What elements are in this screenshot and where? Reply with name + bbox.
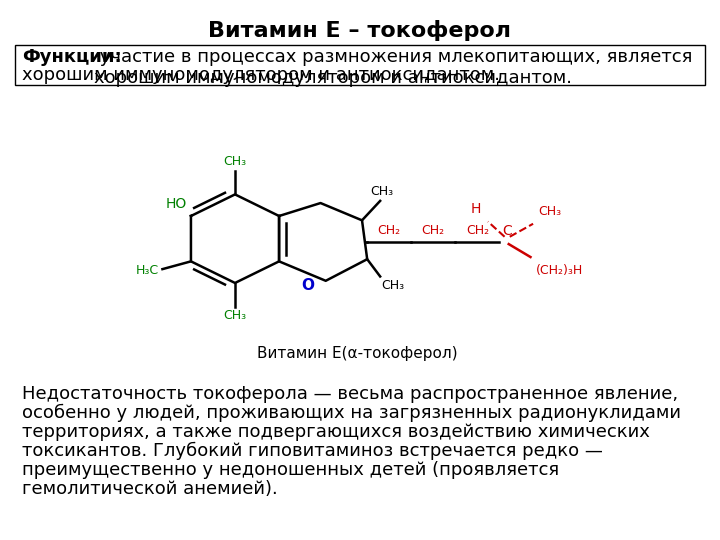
Text: преимущественно у недоношенных детей (проявляется: преимущественно у недоношенных детей (пр…: [22, 461, 559, 479]
Text: территориях, а также подвергающихся воздействию химических: территориях, а также подвергающихся возд…: [22, 423, 650, 441]
FancyBboxPatch shape: [15, 45, 705, 85]
Text: CH₂: CH₂: [422, 224, 445, 237]
Text: Витамин Е(α-токоферол): Витамин Е(α-токоферол): [256, 346, 457, 361]
Text: O: O: [301, 278, 314, 293]
Text: (CH₂)₃H: (CH₂)₃H: [536, 264, 583, 276]
Text: HO: HO: [166, 197, 186, 211]
Text: участие в процессах размножения млекопитающих, является хорошим иммуномодуляторо: участие в процессах размножения млекопит…: [94, 48, 693, 87]
Text: CH₃: CH₃: [382, 279, 405, 292]
Text: CH₃: CH₃: [223, 156, 246, 168]
Text: C: C: [503, 225, 512, 239]
Text: H: H: [471, 202, 481, 216]
Text: CH₂: CH₂: [466, 224, 489, 237]
Text: CH₃: CH₃: [370, 185, 393, 198]
Text: H₃C: H₃C: [135, 265, 159, 278]
Text: Витамин Е – токоферол: Витамин Е – токоферол: [209, 20, 511, 41]
Text: хорошим иммуномодулятором и антиоксидантом.: хорошим иммуномодулятором и антиоксидант…: [22, 66, 500, 84]
Text: CH₃: CH₃: [539, 205, 562, 218]
Text: Функции:: Функции:: [22, 48, 122, 66]
Text: Недостаточность токоферола — весьма распространенное явление,: Недостаточность токоферола — весьма расп…: [22, 385, 678, 403]
Text: особенно у людей, проживающих на загрязненных радионуклидами: особенно у людей, проживающих на загрязн…: [22, 404, 681, 422]
Text: CH₂: CH₂: [378, 224, 401, 237]
Text: CH₃: CH₃: [223, 309, 246, 322]
Text: токсикантов. Глубокий гиповитаминоз встречается редко —: токсикантов. Глубокий гиповитаминоз встр…: [22, 442, 603, 460]
Text: гемолитической анемией).: гемолитической анемией).: [22, 480, 278, 498]
